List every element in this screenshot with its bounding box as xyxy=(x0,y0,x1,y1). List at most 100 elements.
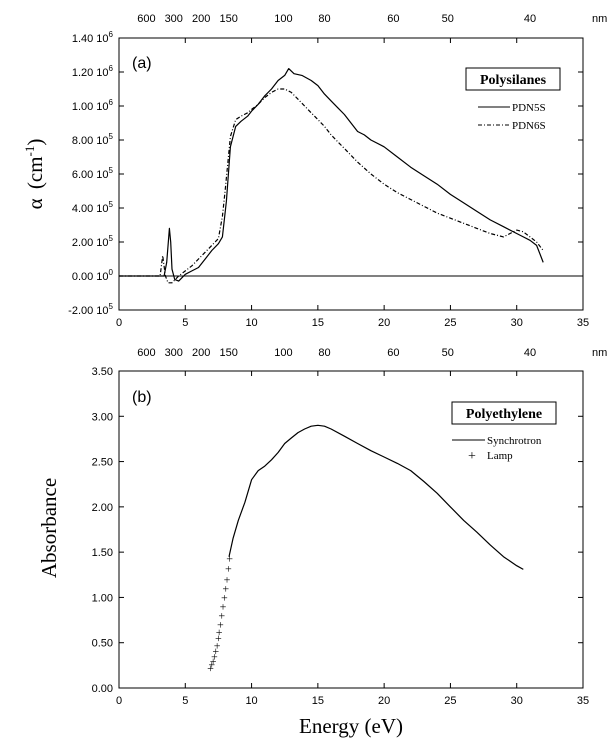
top-axis-tick-label: 60 xyxy=(387,347,399,359)
y-tick-mantissa: 6.00 10 xyxy=(72,169,109,181)
top-axis-tick-label: 80 xyxy=(318,13,330,25)
data-point-lamp: + xyxy=(218,609,225,623)
y-tick-label: 0.50 xyxy=(92,638,113,650)
y-tick-label: 2.50 xyxy=(92,457,113,469)
legend-title-a: Polysilanes xyxy=(480,73,547,88)
top-axis-tick-label: 100 xyxy=(274,347,292,359)
data-point-lamp: + xyxy=(216,625,223,639)
y-label-unit-a: (cm xyxy=(23,156,47,189)
legend-label-pdn6s: PDN6S xyxy=(512,120,546,132)
x-tick-label: 20 xyxy=(378,317,390,329)
top-axis-ticks-b: 600 300 200 150 100 80 60 50 40 xyxy=(137,347,536,359)
y-tick-label: 4.00 105 xyxy=(72,200,114,215)
y-tick-exponent: 6 xyxy=(109,30,114,39)
x-axis-label: Energy (eV) xyxy=(299,714,403,738)
data-point-lamp: + xyxy=(210,654,217,668)
y-axis-label-b: Absorbance xyxy=(37,478,61,578)
x-ticks-b: 0 5 10 15 20 25 30 35 xyxy=(116,371,589,707)
x-tick-label: 30 xyxy=(511,317,523,329)
top-axis-tick-label: 150 xyxy=(219,347,237,359)
y-tick-label: 2.00 xyxy=(92,502,113,514)
legend-title-b: Polyethylene xyxy=(466,407,542,422)
top-axis-tick-label: 200 xyxy=(192,13,210,25)
top-axis-tick-label: 300 xyxy=(165,13,183,25)
y-label-symbol-a: α xyxy=(23,198,47,209)
series-line-pdn5s xyxy=(119,67,544,282)
series-group-a xyxy=(119,67,583,284)
data-point-lamp: + xyxy=(222,581,229,595)
x-tick-label: 35 xyxy=(577,317,589,329)
panel-b: 0 5 10 15 20 25 30 35 3.503.002.502.001.501.000… xyxy=(37,347,607,738)
top-axis-tick-label: 60 xyxy=(387,13,399,25)
y-tick-label: 2.00 105 xyxy=(72,234,114,249)
y-tick-label: 8.00 105 xyxy=(72,132,114,147)
top-axis-unit-a: nm xyxy=(592,13,607,25)
y-tick-label: 1.50 xyxy=(92,547,113,559)
data-point-lamp: + xyxy=(212,644,219,658)
top-axis-tick-label: 300 xyxy=(165,347,183,359)
y-tick-exponent: 5 xyxy=(109,166,114,175)
x-tick-label: 25 xyxy=(444,695,456,707)
x-tick-label: 30 xyxy=(511,695,523,707)
top-axis-tick-label: 40 xyxy=(524,13,536,25)
data-point-lamp: + xyxy=(207,661,214,675)
series-group-b: ++++++++++++++++ xyxy=(207,424,524,675)
x-tick-label: 15 xyxy=(312,317,324,329)
data-point-lamp: + xyxy=(225,561,232,575)
data-point-lamp: + xyxy=(208,657,215,671)
y-tick-mantissa: 1.20 10 xyxy=(72,67,109,79)
legend-marker-lamp: + xyxy=(468,449,476,464)
top-axis-tick-label: 80 xyxy=(318,347,330,359)
y-tick-label: 1.20 106 xyxy=(72,64,114,79)
data-point-lamp: + xyxy=(220,599,227,613)
y-tick-label: 6.00 105 xyxy=(72,166,114,181)
series-line-synchrotron xyxy=(228,424,524,570)
y-tick-mantissa: 0.00 10 xyxy=(72,271,109,283)
y-tick-label: 0.00 xyxy=(92,683,113,695)
y-ticks-b: 3.50 3.00 2.50 2.00 1.50 1.00 0.50 0.00 xyxy=(92,366,583,695)
y-tick-exponent: 5 xyxy=(109,234,114,243)
x-tick-label: 35 xyxy=(577,695,589,707)
panel-label-a: (a) xyxy=(132,55,152,72)
top-axis-tick-label: 600 xyxy=(137,347,155,359)
y-tick-exponent: 5 xyxy=(109,132,114,141)
x-tick-label: 0 xyxy=(116,317,122,329)
y-tick-label: 1.00 106 xyxy=(72,98,114,113)
y-tick-exponent: 0 xyxy=(109,268,114,277)
y-tick-label: 0.00 100 xyxy=(72,268,114,283)
data-point-lamp: + xyxy=(224,572,231,586)
panel-label-b: (b) xyxy=(132,389,152,406)
y-tick-label: 1.00 xyxy=(92,592,113,604)
y-tick-exponent: 5 xyxy=(109,302,114,311)
top-axis-ticks-a: 600 300 200 150 100 80 60 50 40 xyxy=(137,13,536,25)
top-axis-tick-label: 600 xyxy=(137,13,155,25)
x-tick-label: 25 xyxy=(444,317,456,329)
y-tick-mantissa: -2.00 10 xyxy=(68,305,108,317)
data-point-lamp: + xyxy=(221,590,228,604)
y-tick-mantissa: 1.40 10 xyxy=(72,33,109,45)
y-tick-label: 3.50 xyxy=(92,366,113,378)
plot-frame-b xyxy=(118,370,584,689)
series-line-pdn6s xyxy=(119,88,544,284)
x-tick-label: 20 xyxy=(378,695,390,707)
x-tick-label: 0 xyxy=(116,695,122,707)
x-tick-label: 5 xyxy=(182,317,188,329)
legend-label-synchrotron: Synchrotron xyxy=(487,435,542,447)
y-tick-exponent: 6 xyxy=(109,98,114,107)
x-tick-label: 5 xyxy=(182,695,188,707)
y-tick-mantissa: 1.00 10 xyxy=(72,101,109,113)
y-tick-label: 3.00 xyxy=(92,411,113,423)
y-label-close-a: ) xyxy=(23,139,47,146)
legend-label-lamp: Lamp xyxy=(487,450,513,462)
data-point-lamp: + xyxy=(214,638,221,652)
y-tick-mantissa: 2.00 10 xyxy=(72,237,109,249)
top-axis-tick-label: 50 xyxy=(442,13,454,25)
data-point-lamp: + xyxy=(226,551,233,565)
legend-title-box-a xyxy=(465,67,561,91)
x-ticks-a: 0 5 10 15 20 25 30 35 xyxy=(116,38,589,329)
top-axis-tick-label: 50 xyxy=(442,347,454,359)
data-point-lamp: + xyxy=(215,631,222,645)
top-axis-unit-b: nm xyxy=(592,347,607,359)
y-tick-label: 1.40 106 xyxy=(72,30,114,45)
